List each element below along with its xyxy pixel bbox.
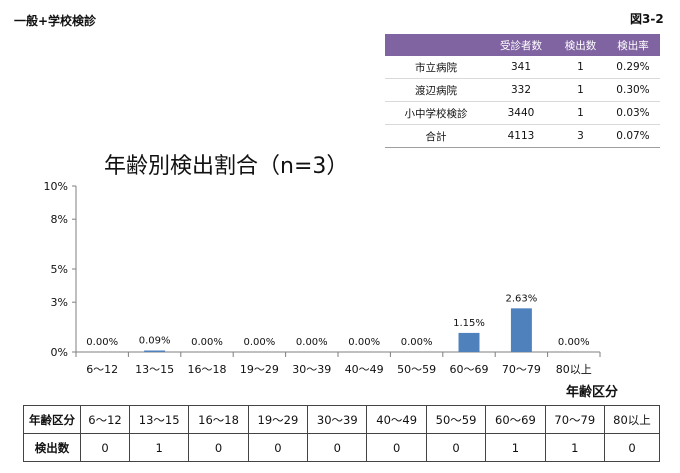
summary-header-cell: 検出数 [554, 34, 606, 56]
count-cell: 0 [425, 433, 487, 462]
data-label: 0.00% [191, 337, 223, 348]
y-tick-label: 0% [51, 346, 68, 359]
summary-cell: 1 [554, 56, 606, 79]
y-tick-label: 8% [51, 213, 68, 226]
bar [144, 350, 166, 352]
summary-cell: 市立病院 [385, 56, 487, 79]
summary-row: 渡辺病院 332 1 0.30% [385, 78, 660, 102]
y-tick-label: 10% [44, 180, 68, 193]
age-category-cell: 19～29 [247, 405, 309, 434]
bar [458, 332, 480, 352]
count-cell: 1 [485, 433, 546, 462]
x-tick-label: 30～39 [292, 363, 331, 376]
count-cell: 0 [603, 433, 661, 462]
x-tick-label: 50～59 [397, 363, 436, 376]
summary-row: 小中学校検診 3440 1 0.03% [385, 101, 660, 125]
age-category-cell: 40～49 [366, 405, 427, 434]
data-label: 1.15% [453, 318, 485, 329]
age-category-cell: 60～69 [485, 405, 546, 434]
row-header: 検出数 [23, 433, 81, 462]
count-cell: 0 [307, 433, 368, 462]
count-cell: 1 [544, 433, 605, 462]
data-label: 0.00% [86, 337, 118, 348]
data-label: 0.00% [244, 337, 276, 348]
summary-cell: 小中学校検診 [385, 101, 487, 125]
data-label: 0.00% [558, 337, 590, 348]
x-axis-title: 年齢区分 [566, 384, 618, 400]
row-header: 年齢区分 [23, 405, 81, 434]
summary-cell: 332 [486, 78, 555, 102]
count-cell: 0 [247, 433, 309, 462]
summary-header-cell [385, 34, 487, 56]
age-category-cell: 70～79 [544, 405, 605, 434]
summary-cell: 4113 [486, 124, 555, 148]
count-cell: 0 [80, 433, 130, 462]
age-category-cell: 30～39 [307, 405, 368, 434]
x-tick-label: 60～69 [450, 363, 489, 376]
age-category-cell: 16～18 [188, 405, 249, 434]
figure-id: 図3-2 [630, 12, 664, 26]
summary-cell: 合計 [385, 124, 487, 148]
x-tick-label: 19～29 [240, 363, 279, 376]
summary-cell: 0.29% [605, 56, 660, 79]
age-category-cell: 13～15 [128, 405, 190, 434]
y-tick-label: 3% [51, 296, 68, 309]
summary-cell: 0.07% [605, 124, 660, 148]
page-title: 一般+学校検診 [14, 14, 97, 28]
data-label: 2.63% [506, 293, 538, 304]
x-tick-label: 16～18 [188, 363, 227, 376]
x-tick-label: 70～79 [502, 363, 541, 376]
x-tick-label: 13～15 [135, 363, 174, 376]
x-tick-label: 6～12 [86, 363, 118, 376]
summary-table: 受診者数 検出数 検出率 市立病院 341 1 0.29% 渡辺病院 332 1… [385, 34, 660, 148]
age-category-cell: 6～12 [80, 405, 130, 434]
bar [510, 308, 532, 352]
x-tick-label: 40～49 [345, 363, 384, 376]
summary-cell: 1 [554, 78, 606, 102]
age-count-table: 年齢区分 6～12 13～15 16～18 19～29 30～39 40～49 … [23, 405, 661, 462]
summary-header-cell: 受診者数 [486, 34, 555, 56]
count-cell: 1 [128, 433, 190, 462]
summary-header-row: 受診者数 検出数 検出率 [385, 34, 660, 56]
chart-title: 年齢別検出割合（n=3） [104, 154, 349, 179]
summary-total-row: 合計 4113 3 0.07% [385, 124, 660, 148]
count-row: 検出数 0 1 0 0 0 0 0 1 1 0 [23, 433, 661, 462]
data-label: 0.00% [348, 337, 380, 348]
x-tick-label: 80以上 [556, 363, 592, 376]
count-cell: 0 [188, 433, 249, 462]
summary-cell: 0.30% [605, 78, 660, 102]
bar-chart: 0% 3% 5% 8% 10% 0.00% 6～12 0.09% 13～15 0.00% 16～18… [44, 180, 618, 400]
summary-header-cell: 検出率 [605, 34, 660, 56]
age-category-cell: 80以上 [603, 405, 661, 434]
summary-cell: 0.03% [605, 101, 660, 125]
summary-cell: 3 [554, 124, 606, 148]
data-label: 0.00% [401, 337, 433, 348]
summary-cell: 1 [554, 101, 606, 125]
summary-cell: 341 [486, 56, 555, 79]
summary-row: 市立病院 341 1 0.29% [385, 56, 660, 79]
age-category-cell: 50～59 [425, 405, 487, 434]
data-label: 0.00% [296, 337, 328, 348]
count-cell: 0 [366, 433, 427, 462]
age-category-row: 年齢区分 6～12 13～15 16～18 19～29 30～39 40～49 … [23, 405, 661, 434]
summary-cell: 渡辺病院 [385, 78, 487, 102]
data-label: 0.09% [139, 336, 171, 347]
summary-cell: 3440 [486, 101, 555, 125]
y-tick-label: 5% [51, 263, 68, 276]
